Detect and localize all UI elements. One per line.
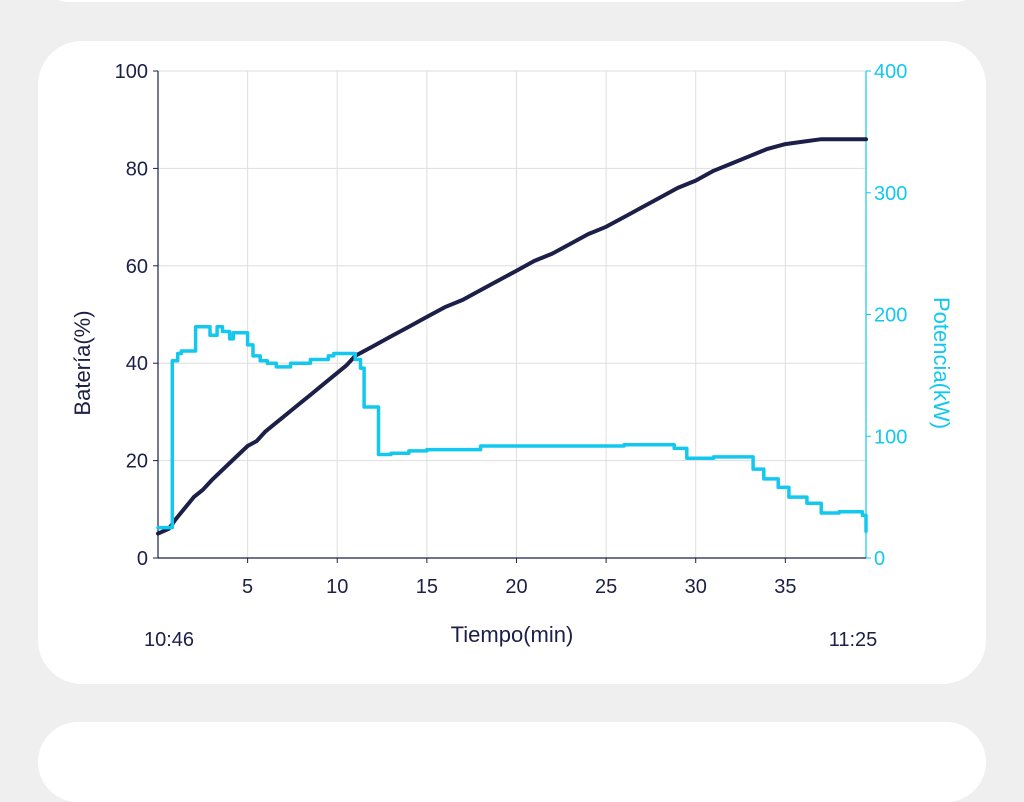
x-tick-label: 10	[326, 576, 348, 598]
end-time: 11:25	[829, 629, 878, 651]
y-right-tick-label: 400	[874, 61, 907, 83]
x-tick-label: 20	[505, 576, 527, 598]
y-left-tick-label: 20	[126, 451, 148, 473]
start-time: 10:46	[144, 629, 194, 651]
x-tick-label: 30	[685, 576, 707, 598]
y-right-tick-label: 300	[874, 183, 907, 205]
charging-chart-card: 0 20 40 60 80 100 0 100 200 300 400 5 10 15 20 25 30 35…	[38, 41, 986, 684]
charging-chart: 0 20 40 60 80 100 0 100 200 300 400 5 10 15 20 25 30 35…	[70, 61, 954, 651]
y-right-tick-label: 100	[874, 426, 907, 448]
y-right-tick-label: 0	[874, 548, 885, 570]
chart-grid	[157, 70, 867, 559]
bottom-card	[38, 722, 986, 802]
y-left-tick-label: 60	[126, 256, 148, 278]
x-axis-ticks: 5 10 15 20 25 30 35	[242, 558, 796, 598]
top-card	[38, 0, 986, 2]
chart-series	[156, 137, 868, 536]
y-left-tick-label: 40	[126, 353, 148, 375]
y-axis-right-label: Potencia(kW)	[929, 297, 954, 429]
x-tick-label: 15	[416, 576, 438, 598]
y-right-tick-label: 200	[874, 305, 907, 327]
y-left-tick-label: 80	[126, 158, 148, 180]
right-axis-ticks: 0 100 200 300 400	[866, 61, 907, 570]
left-axis-ticks: 0 20 40 60 80 100	[115, 61, 158, 570]
y-axis-left-label: Batería(%)	[70, 310, 95, 415]
y-left-tick-label: 0	[137, 548, 148, 570]
x-axis-label: Tiempo(min)	[451, 622, 574, 647]
x-tick-label: 5	[242, 576, 253, 598]
battery-series-line	[156, 137, 868, 536]
y-left-tick-label: 100	[115, 61, 148, 83]
x-tick-label: 35	[774, 576, 796, 598]
power-series-line	[156, 324, 868, 533]
x-tick-label: 25	[595, 576, 617, 598]
